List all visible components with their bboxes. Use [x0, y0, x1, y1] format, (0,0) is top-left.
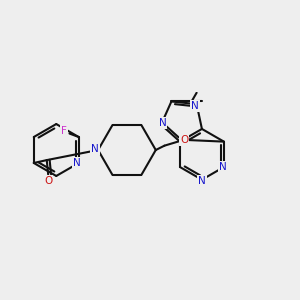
Text: N: N — [91, 144, 99, 154]
Text: N: N — [191, 100, 199, 111]
Text: N: N — [198, 176, 206, 186]
Text: O: O — [44, 176, 52, 186]
Text: N: N — [159, 118, 167, 128]
Text: N: N — [74, 158, 81, 168]
Text: O: O — [180, 135, 188, 145]
Text: F: F — [61, 126, 67, 136]
Text: N: N — [219, 162, 226, 172]
